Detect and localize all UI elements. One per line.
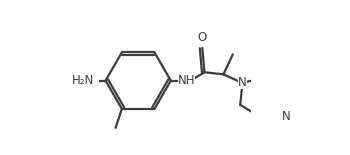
Text: N: N — [238, 76, 247, 89]
Text: O: O — [198, 31, 207, 44]
Text: NH: NH — [178, 74, 195, 87]
Text: N: N — [282, 110, 290, 123]
Text: H₂N: H₂N — [71, 74, 94, 87]
